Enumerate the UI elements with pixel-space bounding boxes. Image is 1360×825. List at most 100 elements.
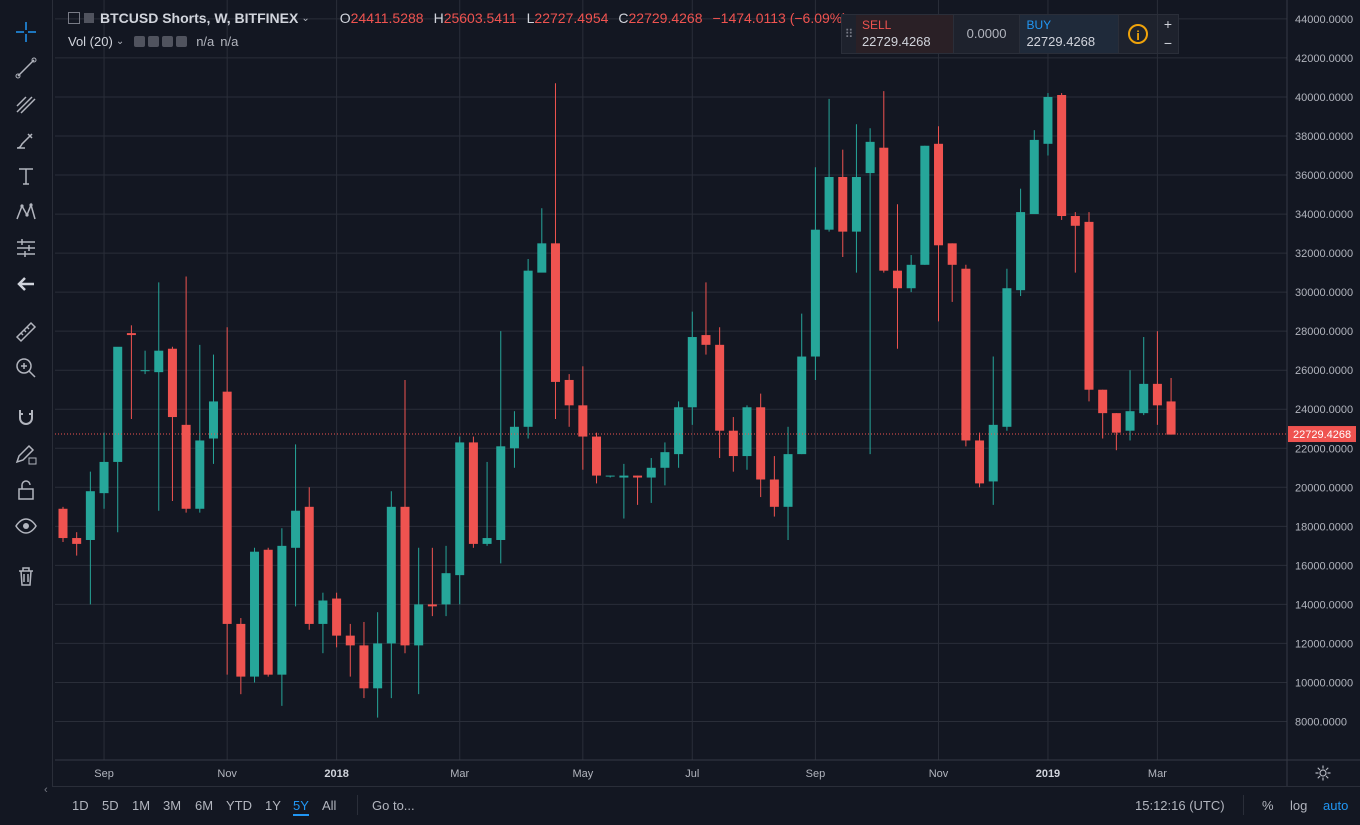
candle-body <box>468 442 478 544</box>
trash-icon[interactable] <box>12 562 40 590</box>
auto-toggle[interactable]: auto <box>1323 798 1349 813</box>
candle <box>263 547 273 677</box>
price-tick-label: 26000.0000 <box>1295 365 1353 377</box>
magnet-icon[interactable] <box>12 404 40 432</box>
candle <box>359 621 369 699</box>
fib-icon[interactable] <box>12 90 40 118</box>
crosshair-icon[interactable] <box>12 18 40 46</box>
candle-body <box>72 538 82 544</box>
range-1m[interactable]: 1M <box>132 798 151 813</box>
log-toggle[interactable]: log <box>1290 798 1308 813</box>
hide-indicator-icon[interactable] <box>134 36 146 47</box>
volume-label[interactable]: Vol (20) <box>68 34 113 49</box>
open-label: O <box>339 10 351 26</box>
candle <box>742 405 752 470</box>
candle <box>291 444 301 607</box>
buy-button[interactable]: BUY 22729.4268 <box>1020 15 1119 53</box>
range-ytd[interactable]: YTD <box>226 798 252 813</box>
range-5y[interactable]: 5Y <box>293 798 309 816</box>
range-6m[interactable]: 6M <box>195 798 214 813</box>
chevron-down-icon[interactable]: ⌄ <box>301 12 310 24</box>
trend-line-icon[interactable] <box>12 54 40 82</box>
range-1y[interactable]: 1Y <box>265 798 281 813</box>
range-5d[interactable]: 5D <box>102 798 119 813</box>
chart-grid <box>55 0 1287 760</box>
candle <box>277 528 287 706</box>
plus-button[interactable]: + <box>1163 16 1173 32</box>
open-value: 24411.5288 <box>350 10 424 26</box>
candle <box>1152 331 1162 425</box>
candle <box>482 461 492 546</box>
candle <box>332 592 342 648</box>
goto-button[interactable]: Go to... <box>372 798 415 813</box>
time-tick-label: Jul <box>685 768 699 780</box>
divider <box>1243 795 1244 815</box>
volume-chevron-icon[interactable]: ⌄ <box>115 36 125 47</box>
collapse-toolbar-icon[interactable]: ‹ <box>44 784 48 796</box>
utc-clock[interactable]: 15:12:16 (UTC) <box>1135 798 1225 813</box>
symbol-title[interactable]: BTCUSD Shorts, W, BITFINEX <box>100 10 299 26</box>
candle <box>468 436 478 548</box>
candle-body <box>728 430 738 457</box>
add-icon[interactable] <box>162 36 174 47</box>
candle <box>550 83 560 419</box>
candle <box>72 532 82 556</box>
candle-body <box>455 442 465 576</box>
range-all[interactable]: All <box>322 798 337 813</box>
forecast-icon[interactable] <box>12 234 40 262</box>
brush-icon[interactable] <box>12 126 40 154</box>
candle-body <box>1084 221 1094 390</box>
candle-body <box>167 348 177 418</box>
buy-price: 22729.4268 <box>1026 34 1096 49</box>
candle-body <box>263 549 273 675</box>
ruler-icon[interactable] <box>12 318 40 346</box>
price-tick-label: 42000.0000 <box>1295 53 1353 65</box>
pattern-icon[interactable] <box>12 198 40 226</box>
time-axis[interactable]: Sep Nov 2018 Mar May Jul Sep Nov 2019 Mar <box>55 759 1360 780</box>
candle-body <box>154 350 164 373</box>
text-icon[interactable] <box>12 162 40 190</box>
remove-icon[interactable] <box>176 36 188 47</box>
price-tick-label: 8000.0000 <box>1295 717 1347 729</box>
settings-icon[interactable] <box>148 36 160 47</box>
candle-body <box>85 491 95 540</box>
gear-icon[interactable] <box>1314 764 1332 782</box>
info-button[interactable]: i <box>1118 15 1157 53</box>
price-tick-label: 10000.0000 <box>1295 677 1353 689</box>
candle <box>674 401 684 468</box>
zoom-in-icon[interactable] <box>12 354 40 382</box>
percent-toggle[interactable]: % <box>1262 798 1274 813</box>
candle <box>126 325 136 419</box>
candle <box>646 458 656 503</box>
chart-legend: BTCUSD Shorts, W, BITFINEX ⌄ O 24411.528… <box>68 8 857 28</box>
range-3m[interactable]: 3M <box>163 798 182 813</box>
eye-icon[interactable] <box>12 512 40 540</box>
candle <box>113 346 123 533</box>
time-tick-label: Mar <box>1148 768 1167 780</box>
candle-body <box>906 264 916 289</box>
collapse-legend-icon[interactable] <box>68 12 80 24</box>
lock-icon[interactable] <box>12 476 40 504</box>
price-axis[interactable]: 8000.0000 10000.0000 12000.0000 14000.0000 1… <box>1286 0 1353 786</box>
candle <box>1098 389 1108 439</box>
bottom-toolbar: 1D 5D 1M 3M 6M YTD 1Y 5Y All Go to... 15… <box>52 786 1360 825</box>
back-arrow-icon[interactable] <box>12 270 40 298</box>
lock-draw-icon[interactable] <box>12 440 40 468</box>
price-tick-label: 22000.0000 <box>1295 443 1353 455</box>
buy-label: BUY <box>1026 18 1052 32</box>
candle-body <box>879 147 889 271</box>
candle <box>250 547 260 683</box>
low-value: 22727.4954 <box>534 10 609 26</box>
drag-handle-icon[interactable]: ⠿ <box>844 27 854 41</box>
sell-button[interactable]: SELL 22729.4268 <box>855 15 954 53</box>
candle <box>1029 130 1039 215</box>
candle-body <box>291 510 301 548</box>
minus-button[interactable]: − <box>1163 35 1173 51</box>
price-chart[interactable]: 22729.4268 8000.0000 10000.0000 12000.0000… <box>0 0 1360 786</box>
candle <box>961 264 971 447</box>
range-1d[interactable]: 1D <box>72 798 89 813</box>
candle-body <box>1125 411 1135 431</box>
candle-body <box>509 426 519 449</box>
candle-body <box>592 436 602 476</box>
candle <box>318 592 328 654</box>
